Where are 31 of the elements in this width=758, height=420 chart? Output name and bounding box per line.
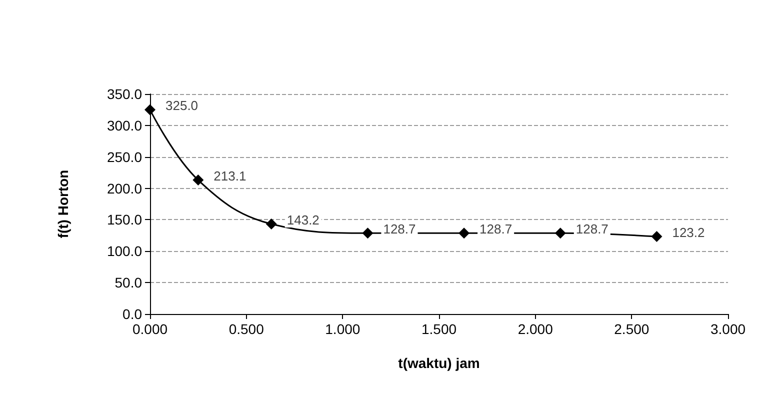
point: [458, 228, 470, 239]
y-tick-label: 0.0: [122, 306, 142, 322]
data-label: 213.1: [214, 168, 246, 184]
x-tick-label: 1.000: [325, 321, 360, 337]
data-label: 128.7: [480, 222, 512, 237]
y-tick-label: 300.0: [106, 117, 142, 134]
y-tick-label: 250.0: [106, 148, 142, 165]
point: [651, 231, 662, 242]
y-tick-label: 350.0: [106, 86, 142, 102]
data-label: 128.7: [576, 222, 608, 237]
data-label: 143.2: [286, 212, 320, 228]
y-tick-label: 100.0: [106, 243, 142, 260]
point: [192, 174, 204, 186]
y-tick-label: 200.0: [106, 180, 142, 196]
x-tick-label: 3.000: [710, 321, 746, 337]
point: [266, 218, 277, 230]
y-tick-label: 50.0: [114, 274, 142, 291]
y-axis-title: f(t) Horton: [55, 170, 71, 238]
point: [144, 104, 156, 116]
data-label: 128.7: [383, 222, 416, 237]
x-axis-title: t(waktu) jam: [398, 355, 480, 371]
x-tick-label: 1.500: [421, 321, 457, 337]
y-tick-label: 150.0: [106, 212, 142, 228]
x-tick-label: 0.500: [228, 321, 264, 337]
data-label: 123.2: [672, 225, 705, 240]
x-tick-label: 2.000: [518, 321, 554, 337]
point: [362, 228, 374, 239]
data-label: 325.0: [166, 98, 198, 114]
x-tick-label: 0.000: [132, 321, 168, 337]
x-tick-label: 2.500: [614, 321, 650, 337]
point: [554, 228, 566, 239]
